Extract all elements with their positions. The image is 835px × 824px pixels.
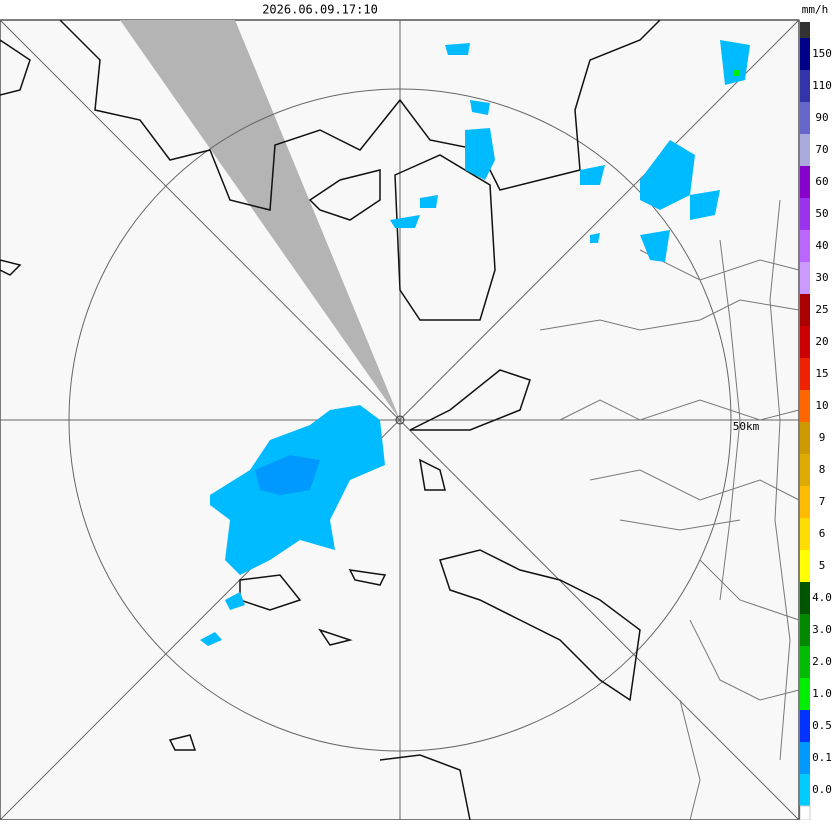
legend-label: 110 bbox=[812, 79, 832, 92]
legend-swatch bbox=[800, 230, 810, 262]
border bbox=[539, 199, 800, 821]
legend-label: 15 bbox=[815, 367, 828, 380]
range-label: 50km bbox=[733, 420, 760, 433]
coastline bbox=[59, 19, 661, 211]
legend-swatch bbox=[800, 166, 810, 198]
legend-label: 3.0 bbox=[812, 623, 832, 636]
unit: mm/h bbox=[802, 3, 829, 16]
legend-swatch bbox=[800, 774, 810, 806]
legend-swatch bbox=[800, 422, 810, 454]
legend-swatch bbox=[800, 486, 810, 518]
color-legend: 150 110 90 70 60 50 40 30 25 20 15 10 9 8 7 6 5 4.0 3.0 2.0… bbox=[799, 22, 832, 821]
legend-label: 0.0 bbox=[812, 783, 832, 796]
legend-label: 0.1 bbox=[812, 751, 832, 764]
legend-swatch bbox=[800, 102, 810, 134]
legend-label: 60 bbox=[815, 175, 828, 188]
legend-swatch bbox=[800, 582, 810, 614]
legend-swatch bbox=[800, 550, 810, 582]
legend-label: 150 bbox=[812, 47, 832, 60]
legend-label: 25 bbox=[815, 303, 828, 316]
legend-swatch bbox=[800, 454, 810, 486]
legend-label: 30 bbox=[815, 271, 828, 284]
legend-swatch bbox=[800, 22, 810, 38]
legend-label: 5 bbox=[819, 559, 826, 572]
legend-swatch bbox=[800, 742, 810, 774]
legend-label: 8 bbox=[819, 463, 826, 476]
legend-label: 7 bbox=[819, 495, 826, 508]
radar-site bbox=[395, 415, 405, 425]
legend-swatch bbox=[800, 358, 810, 390]
legend-swatch bbox=[800, 70, 810, 102]
legend-swatch bbox=[800, 326, 810, 358]
legend-swatch bbox=[800, 38, 810, 70]
legend-swatch bbox=[800, 646, 810, 678]
timestamp: 2026.06.09.17:10 bbox=[262, 3, 378, 17]
legend-label: 20 bbox=[815, 335, 828, 348]
legend-label: 1.0 bbox=[812, 687, 832, 700]
legend-swatch bbox=[800, 390, 810, 422]
legend-swatch bbox=[800, 294, 810, 326]
coastline bbox=[308, 154, 496, 321]
legend-swatch bbox=[799, 805, 811, 821]
legend-swatch bbox=[800, 262, 810, 294]
legend-label: 4.0 bbox=[812, 591, 832, 604]
legend-label: 90 bbox=[815, 111, 828, 124]
legend-label: 0.5 bbox=[812, 719, 832, 732]
legend-label: 9 bbox=[819, 431, 826, 444]
coastline bbox=[168, 569, 387, 751]
legend-swatch bbox=[800, 134, 810, 166]
legend-label: 2.0 bbox=[812, 655, 832, 668]
coastline bbox=[0, 39, 471, 821]
map: 50km bbox=[0, 19, 800, 821]
legend-swatch bbox=[800, 678, 810, 710]
coastline bbox=[409, 369, 531, 491]
legend-swatch bbox=[800, 198, 810, 230]
precipitation bbox=[200, 40, 750, 646]
legend-label: 50 bbox=[815, 207, 828, 220]
legend-swatch bbox=[800, 518, 810, 550]
coastline bbox=[439, 549, 641, 702]
legend-label: 40 bbox=[815, 239, 828, 252]
legend-swatch bbox=[800, 614, 810, 646]
beam-blockage bbox=[120, 20, 400, 420]
legend-swatch bbox=[800, 710, 810, 742]
legend-label: 70 bbox=[815, 143, 828, 156]
legend-label: 6 bbox=[819, 527, 826, 540]
legend-label: 10 bbox=[815, 399, 828, 412]
